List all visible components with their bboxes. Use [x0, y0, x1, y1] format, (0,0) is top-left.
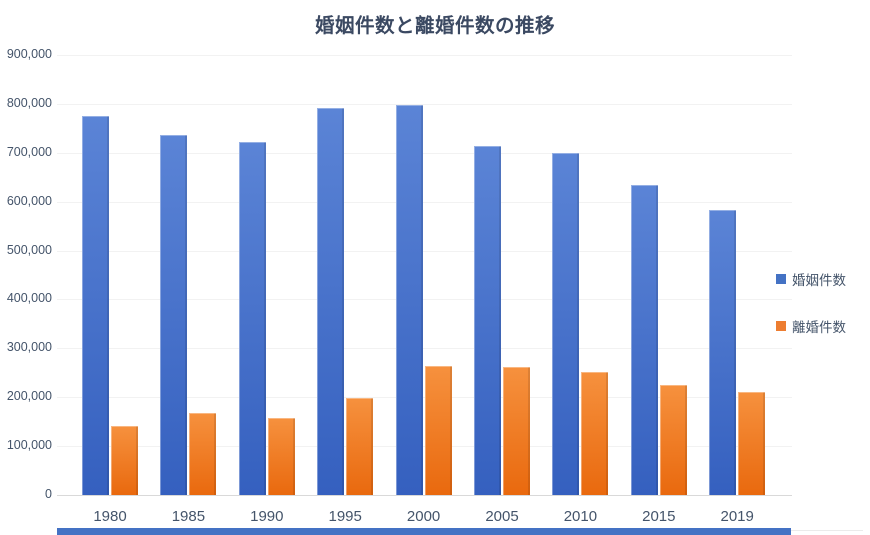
- bar-marriage-1980: [82, 116, 109, 495]
- x-axis-line: [57, 495, 792, 496]
- y-axis-label: 900,000: [6, 47, 52, 61]
- y-axis-label: 200,000: [6, 389, 52, 404]
- gridline: [57, 397, 792, 399]
- bar-marriage-2015: [630, 184, 658, 495]
- legend-item-divorce: 離婚件数: [776, 316, 846, 336]
- bar-marriage-2005: [474, 145, 501, 495]
- bar-marriage-1990: [238, 142, 266, 495]
- gridline: [57, 250, 792, 252]
- legend-swatch-marriage: [776, 274, 786, 284]
- y-axis-label: 700,000: [6, 144, 52, 159]
- gridline: [57, 446, 792, 448]
- legend-label-marriage: 婚姻件数: [792, 273, 846, 288]
- x-axis-label: 1980: [93, 508, 127, 525]
- gridline: [57, 299, 792, 301]
- bar-divorce-2019: [738, 392, 766, 495]
- bar-divorce-1985: [189, 413, 217, 495]
- y-axis-label: 600,000: [6, 193, 52, 208]
- bar-marriage-2000: [395, 104, 423, 495]
- x-axis-label: 1990: [250, 508, 284, 525]
- x-axis-label: 2005: [485, 508, 519, 525]
- y-axis-label: 400,000: [6, 291, 52, 306]
- y-axis-label: 500,000: [6, 242, 52, 257]
- gridline: [57, 201, 792, 203]
- x-axis-label: 2010: [563, 508, 598, 525]
- legend-label-divorce: 離婚件数: [792, 320, 846, 335]
- y-axis-label: 300,000: [6, 340, 52, 355]
- bar-marriage-2010: [552, 152, 580, 495]
- bar-divorce-1990: [267, 417, 295, 495]
- gridline: [57, 103, 792, 105]
- bar-divorce-2005: [503, 366, 530, 495]
- x-axis-label: 1995: [328, 508, 362, 525]
- gridline: [57, 55, 792, 56]
- bar-divorce-1980: [111, 425, 138, 495]
- x-axis-label: 1985: [171, 508, 206, 525]
- x-axis-label: 2000: [406, 508, 441, 525]
- bottom-blue-strip: [57, 528, 791, 535]
- bar-divorce-2015: [659, 384, 687, 495]
- bar-marriage-2019: [709, 209, 737, 495]
- y-axis-label: 0: [45, 487, 52, 501]
- x-axis-label: 2019: [720, 508, 754, 525]
- bar-divorce-2010: [581, 372, 609, 495]
- y-axis-label: 800,000: [6, 95, 52, 110]
- gridline: [57, 348, 792, 350]
- bar-divorce-1995: [346, 397, 374, 495]
- gridline: [57, 152, 792, 154]
- x-axis-label: 2015: [642, 508, 676, 525]
- legend-item-marriage: 婚姻件数: [776, 269, 846, 289]
- legend-swatch-divorce: [776, 321, 786, 331]
- bar-divorce-2000: [424, 365, 452, 495]
- chart-title: 婚姻件数と離婚件数の推移: [314, 15, 555, 37]
- y-axis-label: 100,000: [6, 438, 52, 453]
- bar-marriage-1995: [317, 107, 345, 495]
- bar-marriage-1985: [160, 135, 188, 495]
